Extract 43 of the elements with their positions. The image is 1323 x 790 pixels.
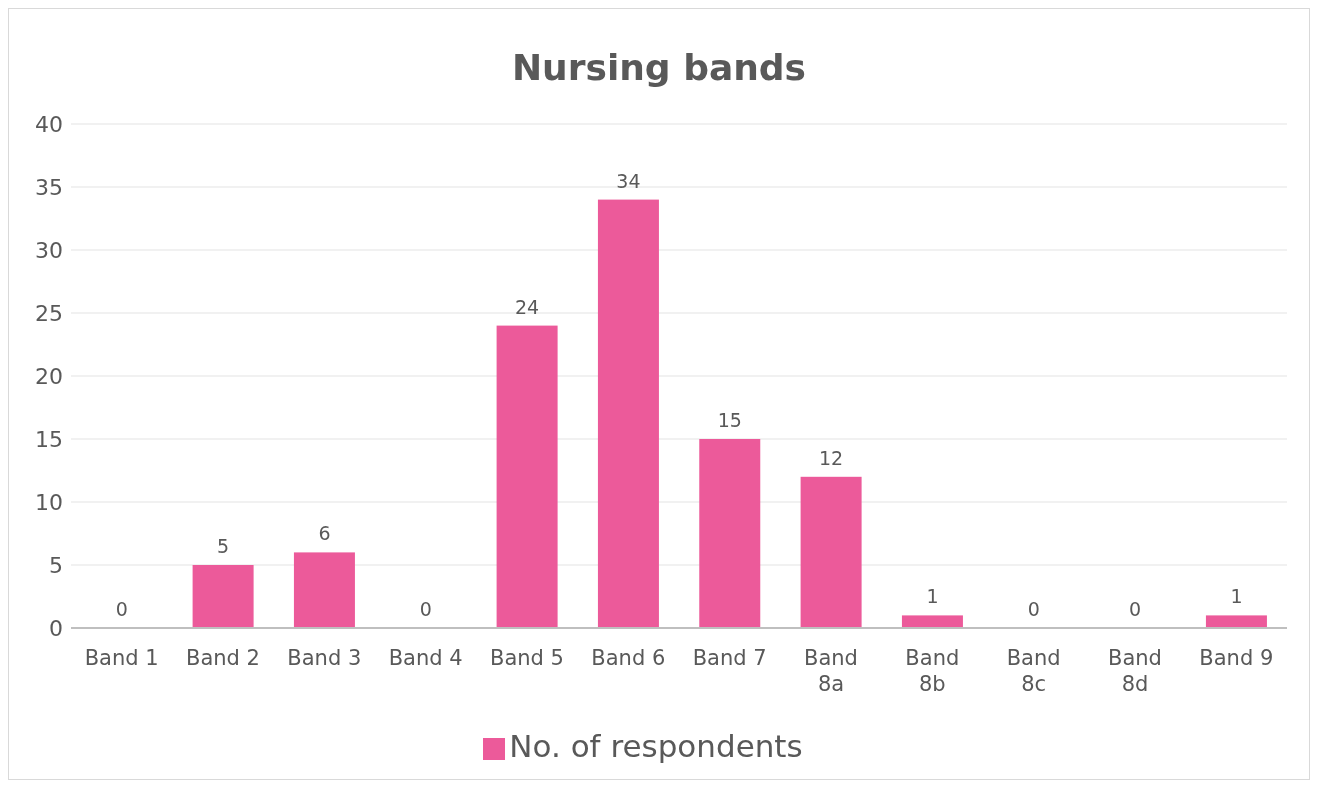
- chart-title: Nursing bands: [510, 46, 808, 90]
- data-label: 0: [1027, 598, 1040, 620]
- bar: [699, 439, 761, 628]
- data-label: 1: [1230, 585, 1243, 608]
- x-tick-label: Band 3: [287, 645, 362, 670]
- y-tick-label: 10: [35, 489, 63, 515]
- data-label: 12: [819, 446, 844, 469]
- x-tick-label: Band 5: [490, 645, 564, 670]
- data-label: 15: [717, 409, 742, 431]
- x-tick-label: Band 7: [692, 645, 767, 670]
- y-tick-label: 25: [35, 300, 63, 326]
- x-tick-label: Band 8a: [804, 645, 858, 697]
- x-tick-label: Band 1: [84, 645, 159, 670]
- y-tick-label: 0: [49, 615, 63, 641]
- x-tick-label: Band 2: [186, 645, 260, 670]
- x-tick-label: Band 6: [591, 645, 666, 670]
- y-tick-label: 5: [49, 552, 63, 578]
- y-tick-label: 30: [35, 237, 63, 263]
- bar: [192, 565, 254, 628]
- data-label: 34: [616, 169, 641, 192]
- bar: [901, 615, 963, 628]
- x-tick-label: Band 4: [388, 645, 463, 670]
- x-tick-label: Band 9: [1199, 645, 1274, 670]
- y-tick-label: 35: [35, 174, 63, 200]
- y-tick-label: 40: [35, 111, 63, 137]
- x-tick-label: Band 8d: [1108, 645, 1162, 697]
- bar: [1205, 615, 1267, 628]
- data-label: 24: [515, 295, 540, 318]
- data-label: 0: [419, 598, 432, 620]
- data-label: 6: [318, 522, 331, 545]
- data-label: 0: [1129, 598, 1142, 620]
- bar: [597, 199, 659, 628]
- y-tick-label: 15: [35, 426, 63, 452]
- data-label: 5: [217, 535, 230, 557]
- data-label: 1: [926, 585, 939, 608]
- data-label: 0: [115, 598, 128, 620]
- bar: [496, 325, 558, 628]
- x-tick-label: Band 8b: [905, 645, 960, 697]
- legend-label: No. of respondents: [509, 728, 803, 764]
- y-tick-label: 20: [35, 363, 63, 389]
- x-tick-label: Band 8c: [1006, 645, 1061, 697]
- bar: [800, 476, 862, 628]
- bar: [293, 552, 355, 628]
